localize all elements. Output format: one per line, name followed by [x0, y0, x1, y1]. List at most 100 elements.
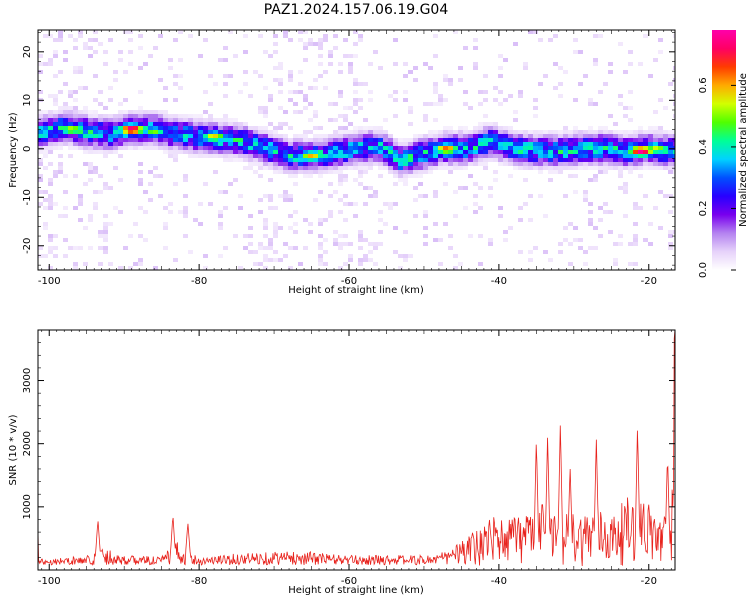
heatmap-cell: [583, 138, 588, 142]
heatmap-cell: [328, 54, 333, 58]
heatmap-cell: [258, 110, 263, 114]
heatmap-cell: [478, 122, 483, 126]
heatmap-cell: [558, 66, 563, 70]
heatmap-cell: [458, 166, 463, 170]
heatmap-cell: [128, 30, 133, 34]
heatmap-cell: [103, 214, 108, 218]
heatmap-cell: [323, 162, 328, 166]
heatmap-cell: [283, 194, 288, 198]
heatmap-cell: [443, 130, 448, 134]
heatmap-cell: [38, 202, 43, 206]
heatmap-cell: [593, 134, 598, 138]
heatmap-cell: [493, 138, 498, 142]
heatmap-cell: [668, 138, 673, 142]
heatmap-cell: [478, 102, 483, 106]
heatmap-cell: [488, 242, 493, 246]
heatmap-cell: [533, 134, 538, 138]
heatmap-cell: [73, 142, 78, 146]
heatmap-cell: [338, 138, 343, 142]
heatmap-cell: [498, 138, 503, 142]
heatmap-cell: [538, 130, 543, 134]
heatmap-cell: [363, 138, 368, 142]
heatmap-cell: [668, 158, 673, 162]
heatmap-cell: [428, 142, 433, 146]
heatmap-cell: [443, 166, 448, 170]
heatmap-cell: [473, 46, 478, 50]
heatmap-cell: [368, 154, 373, 158]
heatmap-cell: [233, 178, 238, 182]
heatmap-cell: [463, 162, 468, 166]
heatmap-cell: [373, 154, 378, 158]
heatmap-cell: [508, 138, 513, 142]
heatmap-cell: [658, 150, 663, 154]
heatmap-cell: [83, 146, 88, 150]
heatmap-cell: [508, 154, 513, 158]
heatmap-cell: [238, 126, 243, 130]
heatmap-cell: [318, 190, 323, 194]
heatmap-cell: [78, 30, 83, 34]
heatmap-cell: [193, 114, 198, 118]
heatmap-cell: [48, 202, 53, 206]
snr-x-tick-label: -100: [38, 576, 61, 587]
heatmap-cell: [173, 38, 178, 42]
heatmap-cell: [183, 126, 188, 130]
heatmap-cell: [573, 238, 578, 242]
heatmap-cell: [373, 262, 378, 266]
heatmap-cell: [73, 114, 78, 118]
heatmap-cell: [478, 206, 483, 210]
heatmap-cell: [158, 126, 163, 130]
heatmap-cell: [203, 130, 208, 134]
heatmap-cell: [383, 130, 388, 134]
heatmap-cell: [548, 178, 553, 182]
heatmap-cell: [128, 146, 133, 150]
heatmap-cell: [88, 178, 93, 182]
heatmap-cell: [243, 234, 248, 238]
heatmap-cell: [38, 142, 43, 146]
heatmap-cell: [223, 74, 228, 78]
heatmap-cell: [308, 154, 313, 158]
heatmap-cell: [238, 158, 243, 162]
heatmap-cell: [143, 138, 148, 142]
heatmap-cell: [183, 174, 188, 178]
heatmap-cell: [103, 118, 108, 122]
heatmap-cell: [508, 162, 513, 166]
heatmap-cell: [598, 134, 603, 138]
heatmap-cell: [608, 230, 613, 234]
heatmap-cell: [638, 142, 643, 146]
heatmap-cell: [173, 150, 178, 154]
heatmap-cell: [468, 150, 473, 154]
heatmap-cell: [98, 190, 103, 194]
heatmap-cell: [278, 138, 283, 142]
heatmap-cell: [413, 174, 418, 178]
heatmap-cell: [318, 166, 323, 170]
heatmap-cell: [308, 138, 313, 142]
heatmap-cell: [208, 122, 213, 126]
heatmap-cell: [338, 150, 343, 154]
heatmap-cell: [373, 146, 378, 150]
heatmap-cell: [403, 254, 408, 258]
heatmap-cell: [303, 98, 308, 102]
heatmap-cell: [278, 154, 283, 158]
heatmap-cell: [483, 98, 488, 102]
heatmap-cell: [123, 114, 128, 118]
heatmap-cell: [438, 134, 443, 138]
heatmap-cell: [88, 110, 93, 114]
heatmap-cell: [163, 226, 168, 230]
heatmap-cell: [258, 262, 263, 266]
heatmap-cell: [663, 138, 668, 142]
heatmap-cell: [328, 150, 333, 154]
heatmap-cell: [278, 62, 283, 66]
heatmap-cell: [518, 94, 523, 98]
heatmap-cell: [513, 130, 518, 134]
heatmap-cell: [628, 146, 633, 150]
heatmap-cell: [378, 242, 383, 246]
heatmap-cell: [303, 162, 308, 166]
heatmap-cell: [453, 190, 458, 194]
heatmap-cell: [438, 130, 443, 134]
heatmap-cell: [448, 146, 453, 150]
heatmap-cell: [173, 122, 178, 126]
heatmap-cell: [498, 126, 503, 130]
heatmap-cell: [248, 138, 253, 142]
heatmap-cell: [343, 54, 348, 58]
